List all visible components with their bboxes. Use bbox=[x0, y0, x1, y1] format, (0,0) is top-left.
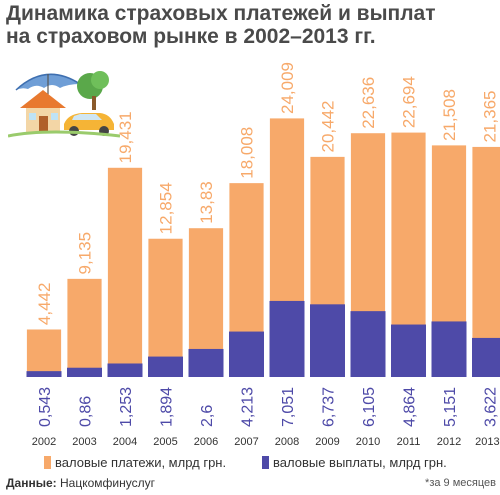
x-tick-label: 2002 bbox=[32, 436, 56, 448]
x-tick-label: 2007 bbox=[234, 436, 258, 448]
payments-value-label: 19,431 bbox=[116, 111, 135, 163]
legend-swatch-payouts bbox=[262, 456, 269, 469]
payments-bar bbox=[26, 328, 62, 378]
legend-item-payouts: валовые выплаты, млрд грн. bbox=[262, 455, 447, 470]
payments-bar bbox=[107, 166, 143, 378]
payouts-value-label: 0,86 bbox=[78, 396, 95, 427]
payouts-bar bbox=[148, 356, 183, 377]
payments-value-label: 22,694 bbox=[400, 76, 419, 128]
footnote: *за 9 месяцев bbox=[425, 477, 496, 489]
payments-bar bbox=[147, 237, 184, 378]
payouts-value-label: 5,151 bbox=[442, 387, 459, 427]
source-name: Нацкомфинуслуг bbox=[59, 476, 155, 490]
x-tick-label: 2004 bbox=[113, 436, 137, 448]
legend-label-payouts: валовые выплаты, млрд грн. bbox=[273, 455, 447, 470]
payouts-value-label: 0,543 bbox=[37, 387, 54, 427]
x-tick-label: 2005 bbox=[153, 436, 177, 448]
x-tick-label: 2003 bbox=[72, 436, 96, 448]
legend-item-payments: валовые платежи, млрд грн. bbox=[44, 455, 226, 470]
payments-bar bbox=[66, 278, 103, 378]
x-tick-label: 2008 bbox=[275, 436, 299, 448]
payouts-bar bbox=[431, 321, 467, 377]
legend: валовые платежи, млрд грн. валовые выпла… bbox=[0, 455, 500, 475]
x-tick-label: 2013* bbox=[475, 436, 500, 448]
payments-value-label: 22,636 bbox=[359, 77, 378, 129]
payments-value-label: 18,008 bbox=[238, 127, 257, 179]
x-tick-label: 2006 bbox=[194, 436, 218, 448]
source-label: Данные: bbox=[6, 476, 57, 490]
bar-chart: 4,442 0,543 2002 9,135 0,86 2003 19,431 1,253 20… bbox=[26, 62, 500, 448]
payouts-bar bbox=[188, 348, 224, 377]
payments-value-label: 21,508 bbox=[440, 89, 459, 141]
x-tick-label: 2012 bbox=[437, 436, 461, 448]
payouts-value-label: 2,6 bbox=[199, 405, 216, 427]
legend-swatch-payments bbox=[44, 456, 51, 469]
payments-value-label: 21,365 bbox=[481, 91, 500, 143]
chart-title-line-1: Динамика страховых платежей и выплат bbox=[6, 2, 436, 25]
payments-value-label: 20,442 bbox=[319, 100, 338, 152]
payments-value-label: 13,83 bbox=[197, 181, 216, 224]
payouts-bar bbox=[472, 337, 500, 377]
payouts-value-label: 3,622 bbox=[483, 387, 500, 427]
payments-value-label: 12,854 bbox=[157, 182, 176, 234]
legend-label-payments: валовые платежи, млрд грн. bbox=[55, 455, 227, 470]
payouts-value-label: 1,894 bbox=[159, 387, 176, 427]
payouts-value-label: 4,213 bbox=[240, 387, 257, 427]
x-tick-label: 2010 bbox=[356, 436, 380, 448]
payouts-bar bbox=[269, 300, 305, 377]
payouts-value-label: 1,253 bbox=[118, 387, 135, 427]
payouts-bar bbox=[310, 304, 345, 377]
payouts-bar bbox=[107, 363, 143, 377]
payouts-bar bbox=[350, 311, 386, 377]
footer: Данные: Нацкомфинуслуг *за 9 месяцев bbox=[6, 476, 496, 494]
payouts-bar bbox=[391, 324, 426, 377]
payouts-value-label: 4,864 bbox=[402, 387, 419, 427]
payments-value-label: 4,442 bbox=[35, 283, 54, 326]
payouts-bar bbox=[67, 367, 102, 377]
payouts-value-label: 7,051 bbox=[280, 387, 297, 427]
payments-value-label: 9,135 bbox=[76, 232, 95, 275]
payments-value-label: 24,009 bbox=[278, 62, 297, 114]
x-tick-label: 2011 bbox=[397, 436, 421, 448]
payouts-bar bbox=[26, 371, 62, 377]
payouts-value-label: 6,737 bbox=[321, 387, 338, 427]
x-tick-label: 2009 bbox=[315, 436, 339, 448]
chart-title: Динамика страховых платежей и выплат на … bbox=[6, 2, 496, 48]
chart-title-line-2: на страховом рынке в 2002–2013 гг. bbox=[6, 25, 376, 48]
payouts-bar bbox=[229, 331, 264, 377]
house-car-umbrella-icon bbox=[8, 71, 120, 138]
payouts-value-label: 6,105 bbox=[361, 387, 378, 427]
